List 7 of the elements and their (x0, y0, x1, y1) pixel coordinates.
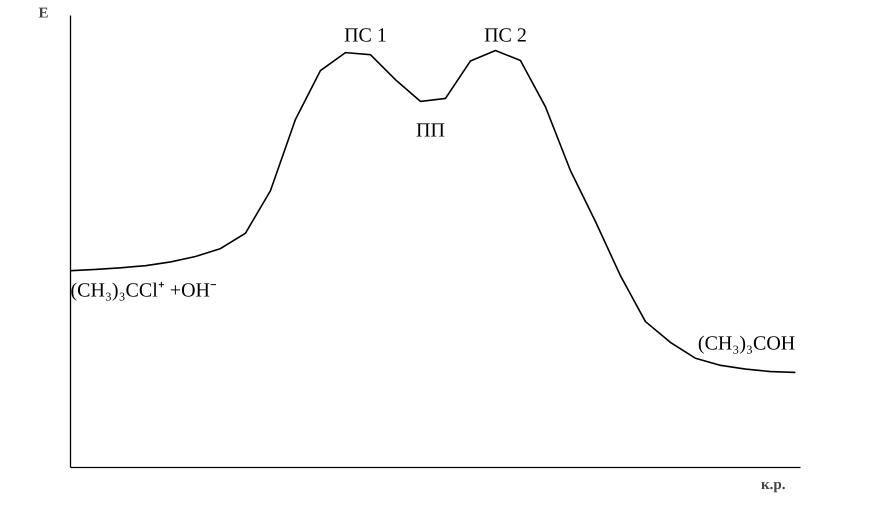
annotation: (CH₃)₃COH (698, 332, 796, 355)
text: ПС 1 (344, 24, 387, 47)
annotation: (CH₃)₃CCl⁺ +OH⁻ (70, 280, 217, 302)
annotation: ПП (416, 120, 445, 142)
y-axis-title: E (38, 6, 49, 22)
text: ПС 2 (484, 24, 527, 47)
x-axis-title: к.р. (761, 477, 786, 493)
